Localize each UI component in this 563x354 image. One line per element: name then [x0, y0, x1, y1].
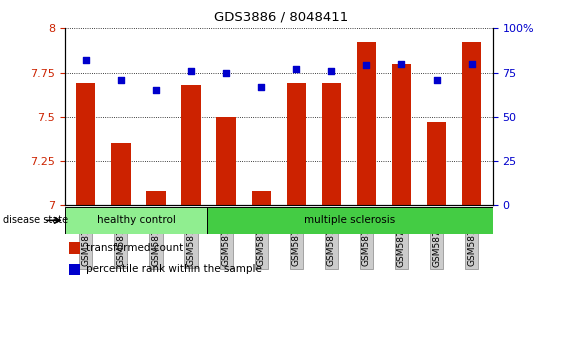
- Bar: [65, 207, 207, 234]
- Text: healthy control: healthy control: [97, 215, 176, 225]
- Point: [81, 57, 90, 63]
- Bar: [427, 122, 446, 205]
- Point: [362, 63, 371, 68]
- Point: [327, 68, 336, 74]
- Bar: [181, 85, 200, 205]
- Point: [397, 61, 406, 67]
- Text: GDS3886 / 8048411: GDS3886 / 8048411: [215, 11, 348, 24]
- Text: transformed count: transformed count: [86, 243, 184, 253]
- Bar: [357, 42, 376, 205]
- Bar: [392, 64, 411, 205]
- Text: multiple sclerosis: multiple sclerosis: [305, 215, 396, 225]
- Bar: [216, 117, 236, 205]
- Point: [222, 70, 231, 75]
- Bar: [321, 83, 341, 205]
- Point: [186, 68, 195, 74]
- Bar: [76, 83, 96, 205]
- Text: disease state: disease state: [3, 215, 68, 225]
- Point: [292, 66, 301, 72]
- Bar: [252, 191, 271, 205]
- Bar: [287, 83, 306, 205]
- Point: [257, 84, 266, 90]
- Point: [467, 61, 476, 67]
- Bar: [462, 42, 481, 205]
- Point: [432, 77, 441, 82]
- Point: [117, 77, 126, 82]
- Bar: [146, 191, 166, 205]
- Text: percentile rank within the sample: percentile rank within the sample: [86, 264, 262, 274]
- Bar: [111, 143, 131, 205]
- Bar: [69, 242, 80, 254]
- Bar: [207, 207, 493, 234]
- Bar: [69, 263, 80, 275]
- Point: [151, 87, 160, 93]
